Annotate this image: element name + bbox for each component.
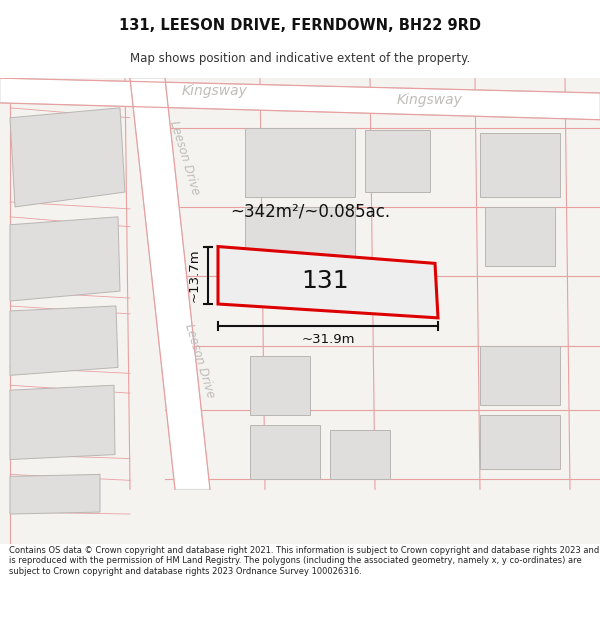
Polygon shape: [218, 246, 438, 318]
Polygon shape: [250, 356, 310, 415]
Text: Map shows position and indicative extent of the property.: Map shows position and indicative extent…: [130, 52, 470, 65]
Polygon shape: [245, 207, 355, 271]
Polygon shape: [10, 108, 125, 207]
Polygon shape: [365, 129, 430, 192]
Text: Kingsway: Kingsway: [397, 93, 463, 107]
Polygon shape: [10, 385, 115, 459]
Polygon shape: [10, 474, 100, 514]
Text: ~342m²/~0.085ac.: ~342m²/~0.085ac.: [230, 203, 390, 221]
Polygon shape: [10, 217, 120, 301]
Polygon shape: [0, 78, 600, 120]
Text: ~31.9m: ~31.9m: [301, 333, 355, 346]
Polygon shape: [10, 306, 118, 376]
Polygon shape: [480, 132, 560, 197]
Text: ~13.7m: ~13.7m: [187, 249, 200, 302]
Text: Leeson Drive: Leeson Drive: [182, 322, 217, 399]
Polygon shape: [250, 425, 320, 479]
Text: Contains OS data © Crown copyright and database right 2021. This information is : Contains OS data © Crown copyright and d…: [9, 546, 599, 576]
Polygon shape: [480, 346, 560, 405]
Text: 131: 131: [301, 269, 349, 293]
Polygon shape: [480, 415, 560, 469]
Text: Leeson Drive: Leeson Drive: [167, 119, 202, 196]
Polygon shape: [330, 430, 390, 479]
Polygon shape: [485, 207, 555, 266]
Polygon shape: [245, 127, 355, 197]
Text: 131, LEESON DRIVE, FERNDOWN, BH22 9RD: 131, LEESON DRIVE, FERNDOWN, BH22 9RD: [119, 18, 481, 32]
Text: Kingsway: Kingsway: [182, 84, 248, 98]
Polygon shape: [130, 78, 210, 489]
